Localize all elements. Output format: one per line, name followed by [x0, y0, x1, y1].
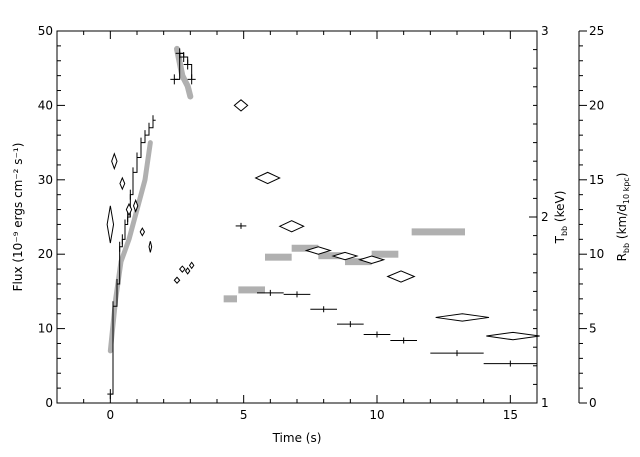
flux-tick-label: 40 — [38, 98, 53, 112]
temperature-diamond — [139, 227, 146, 237]
temperature-diamond — [304, 246, 333, 255]
radius-bar — [291, 244, 319, 252]
temperature-diamond — [184, 267, 191, 275]
radius-bar — [371, 250, 399, 258]
temperature-diamond — [106, 205, 115, 244]
temperature-series — [106, 99, 540, 341]
temperature-diamond — [254, 171, 281, 185]
radius-bar — [238, 286, 265, 294]
radius-tick-label: 25 — [589, 24, 604, 38]
temperature-diamond — [119, 176, 126, 191]
radius-tick-label: 20 — [589, 98, 604, 112]
flux-tick-label: 30 — [38, 173, 53, 187]
temperature-diamond — [233, 99, 249, 112]
radius-series — [107, 45, 465, 354]
temperature-diamond — [125, 202, 133, 217]
radius-bar — [265, 253, 292, 261]
radius-tick-label: 10 — [589, 247, 604, 261]
radius-axis-label: Rbb (km/d10 kpc) — [615, 173, 631, 262]
radius-rise-band — [107, 140, 153, 354]
temperature-diamond — [178, 265, 186, 273]
temp-tick-label: 3 — [541, 24, 549, 38]
x-tick-label: 0 — [107, 408, 115, 422]
temp-tick-label: 1 — [541, 396, 549, 410]
x-tick-label: 5 — [240, 408, 248, 422]
flux-tick-label: 50 — [38, 24, 53, 38]
x-tick-label: 10 — [369, 408, 384, 422]
radius-bar — [318, 252, 345, 260]
temperature-diamond — [278, 220, 305, 233]
temperature-diamond — [188, 261, 195, 270]
x-axis-label: Time (s) — [272, 431, 322, 445]
left-axis-label: Flux (10⁻⁹ ergs cm⁻² s⁻¹) — [11, 143, 25, 292]
temperature-diamond — [173, 276, 181, 284]
radius-tick-label: 0 — [589, 396, 597, 410]
temperature-diamond — [357, 255, 386, 265]
radius-bar — [411, 228, 465, 236]
flux-series — [107, 48, 537, 400]
temperature-diamond — [435, 313, 490, 322]
temperature-diamond — [486, 331, 540, 341]
radius-bar — [223, 295, 237, 303]
temperature-diamond — [331, 251, 359, 261]
temp-tick-label: 2 — [541, 210, 549, 224]
radius-bar — [345, 258, 372, 266]
temperature-diamond — [111, 152, 118, 171]
temperature-diamond — [132, 198, 139, 213]
x-tick-label: 15 — [503, 408, 518, 422]
radius-tick-label: 5 — [589, 322, 597, 336]
temperature-diamond — [148, 241, 153, 253]
temperature-axis-label: Tbb (keV) — [553, 191, 569, 245]
radius-tick-label: 15 — [589, 173, 604, 187]
flux-tick-label: 20 — [38, 247, 53, 261]
temperature-diamond — [386, 270, 416, 283]
flux-tick-label: 10 — [38, 322, 53, 336]
flux-tick-label: 0 — [45, 396, 53, 410]
